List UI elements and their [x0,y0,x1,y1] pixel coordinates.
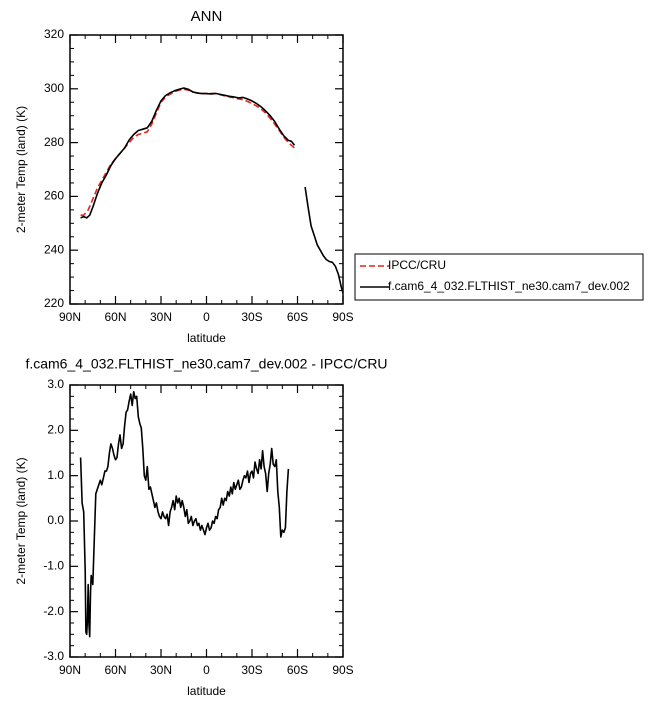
chart-title: ANN [191,8,223,25]
chart-panel-2: f.cam6_4_032.FLTHIST_ne30.cam7_dev.002 -… [14,356,387,698]
y-tick-label: 240 [44,242,64,256]
series-line-2-segment-2 [304,186,343,294]
legend-label-2: f.cam6_4_032.FLTHIST_ne30.cam7_dev.002 [388,279,630,293]
plot-frame [69,34,344,305]
x-tick-label: 30N [150,310,172,324]
y-tick-label: 1.0 [47,468,64,482]
x-axis-label: latitude [187,684,226,698]
x-tick-label: 0 [203,310,210,324]
y-tick-label: -1.0 [43,559,64,573]
y-axis-label: 2-meter Temp (land) (K) [14,106,28,233]
y-tick-label: 320 [44,27,64,41]
y-tick-label: 220 [44,296,64,310]
x-tick-label: 60N [104,663,126,677]
x-tick-label: 60S [287,310,308,324]
x-tick-label: 30N [150,663,172,677]
x-tick-label: 90S [332,663,353,677]
chart-title: f.cam6_4_032.FLTHIST_ne30.cam7_dev.002 -… [25,356,387,372]
x-tick-label: 60S [287,663,308,677]
series-line-2-segment-1 [80,87,296,219]
y-tick-label: 2.0 [47,423,64,437]
y-tick-label: 300 [44,81,64,95]
x-tick-label: 0 [203,663,210,677]
y-tick-label: 280 [44,135,64,149]
y-tick-label: -2.0 [43,604,64,618]
plot-frame [69,384,344,658]
series-line-1-segment-1 [80,88,297,216]
y-tick-label: 260 [44,189,64,203]
y-tick-label: 0.0 [47,513,64,527]
legend-label-1: IPCC/CRU [388,258,446,272]
x-axis-label: latitude [187,331,226,345]
x-tick-label: 90N [59,663,81,677]
y-tick-label: -3.0 [43,649,64,663]
x-tick-label: 90N [59,310,81,324]
legend: IPCC/CRU f.cam6_4_032.FLTHIST_ne30.cam7_d… [354,253,644,301]
x-tick-label: 90S [332,310,353,324]
y-axis-label: 2-meter Temp (land) (K) [14,457,28,584]
x-tick-label: 60N [104,310,126,324]
chart-panel-1: ANN 90N 60N 30N 0 30S 60S 90S 220 240 260 280 300 320… [14,8,644,345]
y-tick-label: 3.0 [47,377,64,391]
legend-box [354,253,644,301]
series-line-1-segment-1 [79,391,290,638]
x-tick-label: 30S [241,310,262,324]
x-tick-label: 30S [241,663,262,677]
